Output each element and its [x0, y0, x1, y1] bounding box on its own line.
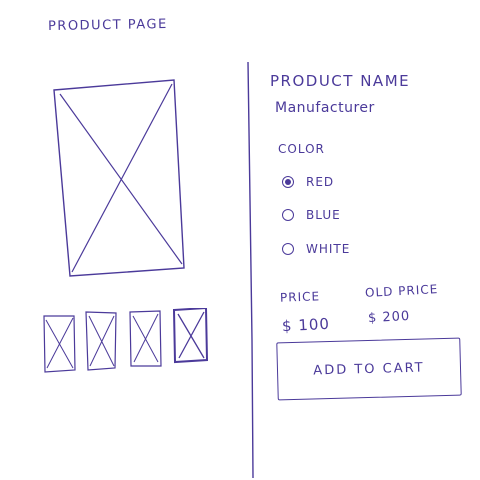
- radio-selected-icon[interactable]: [282, 176, 294, 188]
- thumbnail-1[interactable]: [42, 308, 78, 374]
- color-option-blue[interactable]: BLUE: [282, 204, 341, 226]
- radio-unselected-icon[interactable]: [282, 243, 294, 255]
- old-price-value: $ 200: [367, 308, 411, 327]
- color-option-label: BLUE: [306, 208, 341, 222]
- manufacturer-name: Manufacturer: [275, 100, 375, 116]
- color-option-label: RED: [306, 175, 335, 189]
- color-option-red[interactable]: RED: [282, 171, 334, 193]
- add-to-cart-button[interactable]: ADD TO CART: [276, 337, 462, 401]
- color-label: COLOR: [278, 142, 325, 156]
- thumbnail-2[interactable]: [84, 308, 120, 374]
- add-to-cart-label: ADD TO CART: [313, 360, 425, 378]
- color-option-white[interactable]: WHITE: [282, 238, 350, 260]
- thumbnail-3[interactable]: [128, 308, 164, 374]
- product-name: PRODUCT NAME: [270, 72, 411, 90]
- price-label: PRICE: [279, 289, 321, 305]
- color-option-label: WHITE: [306, 242, 351, 256]
- thumbnail-4-selected[interactable]: [172, 308, 210, 374]
- radio-unselected-icon[interactable]: [282, 209, 294, 221]
- main-product-image[interactable]: [52, 78, 192, 278]
- price-value: $ 100: [281, 314, 331, 336]
